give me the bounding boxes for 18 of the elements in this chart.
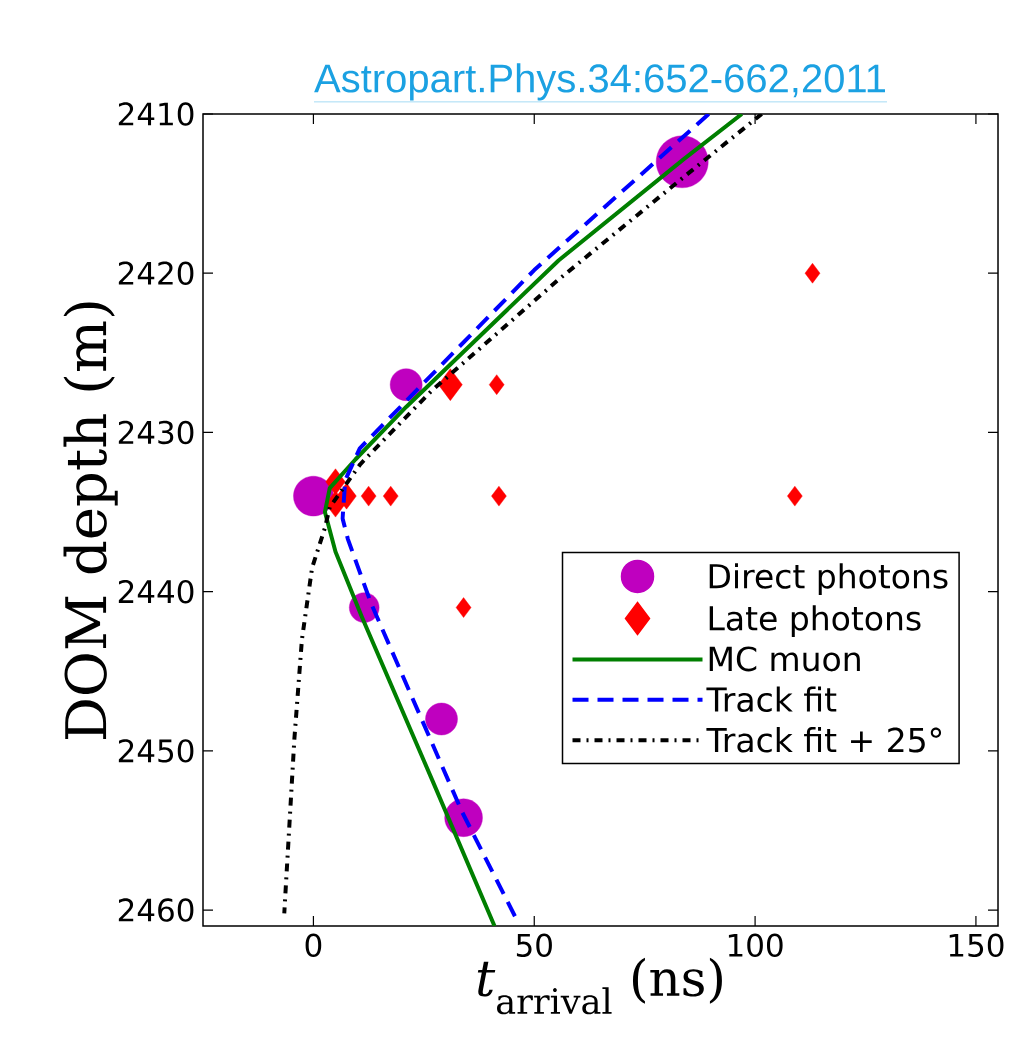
- x-tick-label: 150: [949, 933, 1004, 957]
- y-tick-label: 2440: [118, 579, 194, 604]
- x-axis-title: t$_{arrival}$ (ns): [477, 957, 722, 1015]
- x-tick-label: 50: [516, 933, 552, 957]
- legend-label: Late photons: [709, 605, 921, 638]
- legend-label: Direct photons: [709, 563, 948, 596]
- legend-label: Track fit: [706, 686, 837, 712]
- x-tick-label: 0: [305, 933, 322, 957]
- x-tick-label: 100: [728, 933, 783, 957]
- legend-label: Track fit + 25°: [706, 726, 942, 753]
- y-tick-label: 2450: [118, 739, 194, 763]
- y-tick-label: 2430: [118, 420, 194, 445]
- y-tick-label: 2420: [118, 261, 194, 285]
- chart-title: Astropart.Phys.34:652-662,2011: [314, 63, 885, 101]
- y-tick-label: 2460: [118, 898, 194, 922]
- y-axis-title: DOM depth (m): [63, 302, 118, 739]
- y-tick-label: 2410: [118, 102, 194, 126]
- legend-label: MC muon: [709, 646, 860, 672]
